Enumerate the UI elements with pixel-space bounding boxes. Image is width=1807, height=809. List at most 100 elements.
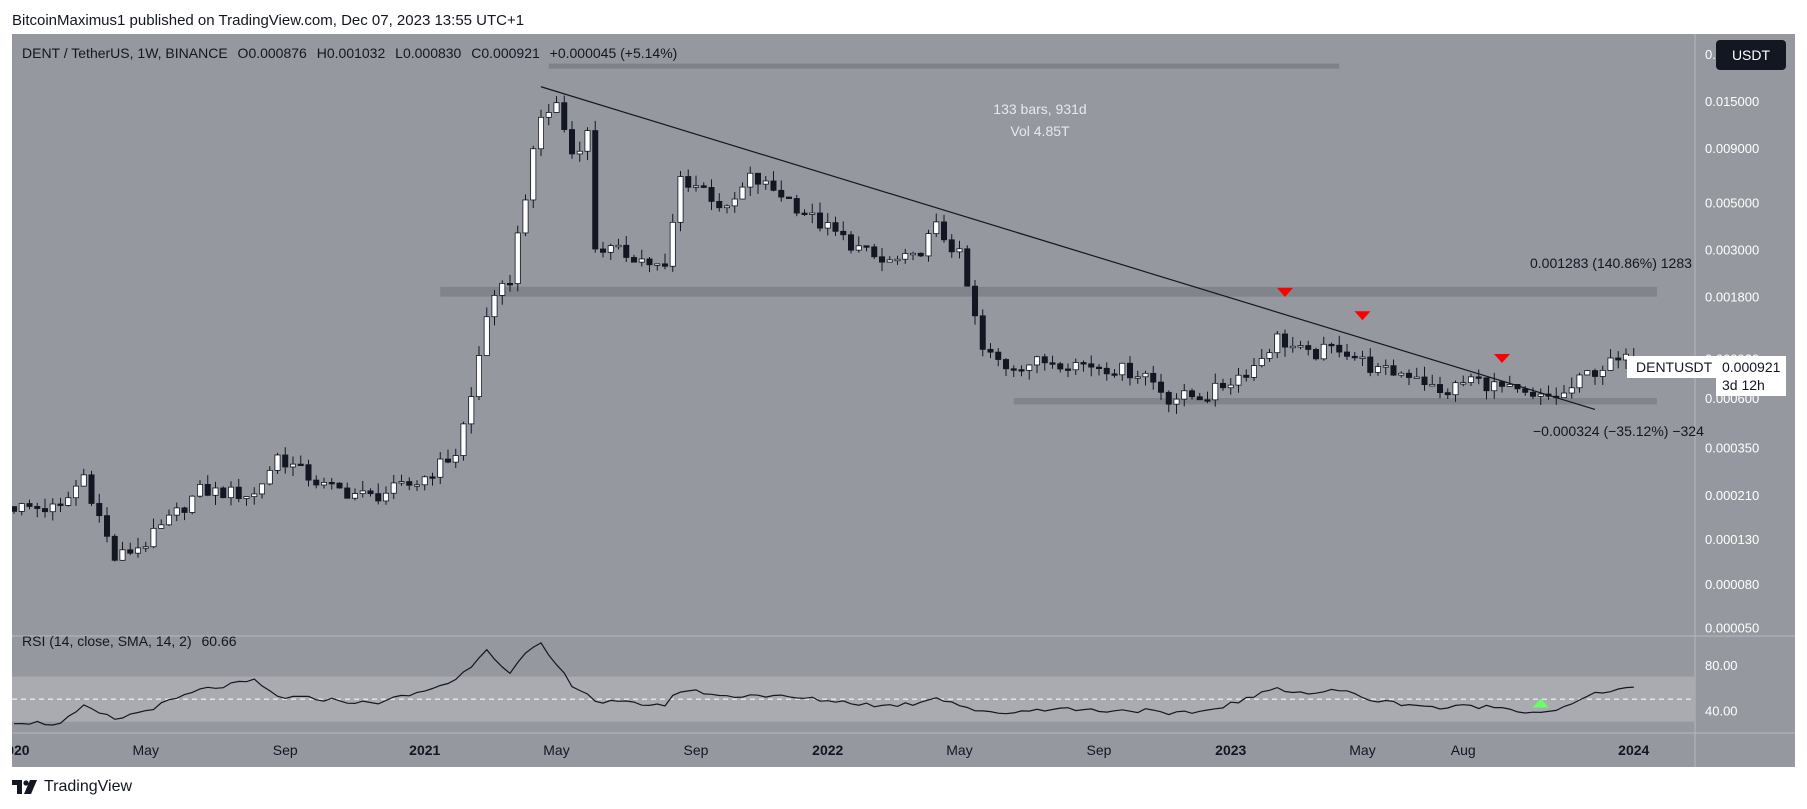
candle[interactable]	[817, 202, 824, 232]
candle[interactable]	[584, 127, 591, 161]
candle[interactable]	[677, 171, 684, 232]
candle[interactable]	[49, 498, 56, 521]
candle[interactable]	[1111, 368, 1118, 378]
candle[interactable]	[1328, 342, 1335, 354]
candle[interactable]	[57, 497, 64, 513]
candle[interactable]	[1204, 391, 1211, 404]
candle[interactable]	[506, 274, 513, 292]
candle[interactable]	[538, 109, 545, 157]
candle[interactable]	[731, 192, 738, 213]
tradingview-logo[interactable]: TradingView	[12, 778, 132, 796]
candle[interactable]	[1010, 365, 1017, 378]
candle[interactable]	[359, 480, 366, 498]
candle[interactable]	[1429, 374, 1436, 387]
candle[interactable]	[1607, 349, 1614, 371]
candle[interactable]	[1336, 335, 1343, 358]
candle[interactable]	[1530, 387, 1537, 400]
candle[interactable]	[638, 249, 645, 267]
candle[interactable]	[561, 95, 568, 133]
candle[interactable]	[1483, 377, 1490, 400]
candle[interactable]	[196, 479, 203, 498]
candle[interactable]	[654, 263, 661, 271]
candle[interactable]	[274, 452, 281, 475]
candle[interactable]	[1615, 351, 1622, 369]
candle[interactable]	[1305, 340, 1312, 356]
candle[interactable]	[1080, 360, 1087, 372]
candle[interactable]	[1049, 355, 1056, 369]
candle[interactable]	[282, 447, 289, 474]
candle[interactable]	[127, 542, 134, 556]
candle[interactable]	[933, 213, 940, 238]
candle[interactable]	[142, 541, 149, 553]
candle[interactable]	[1297, 340, 1304, 350]
candle[interactable]	[917, 252, 924, 258]
candle[interactable]	[26, 499, 33, 510]
candle[interactable]	[1406, 369, 1413, 386]
currency-button[interactable]: USDT	[1716, 40, 1786, 70]
candle[interactable]	[181, 506, 188, 521]
candle[interactable]	[266, 466, 273, 486]
candle[interactable]	[1351, 351, 1358, 361]
candle[interactable]	[80, 468, 87, 487]
candle[interactable]	[499, 280, 506, 305]
candle[interactable]	[406, 477, 413, 491]
candle[interactable]	[398, 474, 405, 486]
candle[interactable]	[1142, 370, 1149, 386]
candle[interactable]	[863, 245, 870, 252]
candle[interactable]	[468, 387, 475, 434]
candle[interactable]	[979, 309, 986, 357]
candle[interactable]	[832, 216, 839, 236]
candle[interactable]	[925, 229, 932, 262]
candle[interactable]	[1413, 367, 1420, 379]
candle[interactable]	[1173, 393, 1180, 414]
candle[interactable]	[1220, 378, 1227, 391]
candle[interactable]	[646, 256, 653, 273]
candle[interactable]	[483, 307, 490, 357]
candle[interactable]	[1041, 353, 1048, 371]
candle[interactable]	[1181, 383, 1188, 407]
candle[interactable]	[848, 231, 855, 254]
candle[interactable]	[747, 166, 754, 197]
candle[interactable]	[607, 243, 614, 260]
candle[interactable]	[1382, 359, 1389, 376]
candle[interactable]	[227, 481, 234, 506]
candle[interactable]	[1282, 329, 1289, 357]
candle[interactable]	[1344, 343, 1351, 360]
candle[interactable]	[491, 290, 498, 326]
candle[interactable]	[189, 495, 196, 515]
candle[interactable]	[1266, 348, 1273, 362]
candle[interactable]	[1460, 375, 1467, 387]
candle[interactable]	[220, 486, 227, 499]
candle[interactable]	[460, 421, 467, 461]
candle[interactable]	[1576, 372, 1583, 393]
candle[interactable]	[444, 449, 451, 464]
candle[interactable]	[1196, 392, 1203, 401]
candle[interactable]	[111, 534, 118, 562]
candle[interactable]	[150, 518, 157, 549]
candle[interactable]	[235, 479, 242, 503]
candle[interactable]	[964, 245, 971, 287]
candle[interactable]	[995, 348, 1002, 367]
candle[interactable]	[1537, 388, 1544, 406]
candle[interactable]	[1065, 363, 1072, 378]
candle[interactable]	[18, 502, 25, 516]
rsi-line[interactable]	[13, 642, 1634, 726]
candle[interactable]	[367, 488, 374, 497]
candle[interactable]	[1561, 385, 1568, 399]
candle[interactable]	[615, 238, 622, 250]
candle[interactable]	[1398, 371, 1405, 378]
candle[interactable]	[956, 240, 963, 259]
candle[interactable]	[104, 507, 111, 543]
candle[interactable]	[1003, 358, 1010, 377]
candle[interactable]	[429, 472, 436, 486]
candle[interactable]	[41, 498, 48, 518]
candle[interactable]	[1189, 388, 1196, 400]
candle[interactable]	[320, 477, 327, 489]
candle[interactable]	[948, 234, 955, 258]
candle[interactable]	[910, 251, 917, 261]
descending-trendline[interactable]	[540, 86, 1596, 411]
candle[interactable]	[1026, 364, 1033, 380]
candle[interactable]	[902, 248, 909, 264]
candle[interactable]	[724, 204, 731, 214]
candle[interactable]	[886, 256, 893, 263]
